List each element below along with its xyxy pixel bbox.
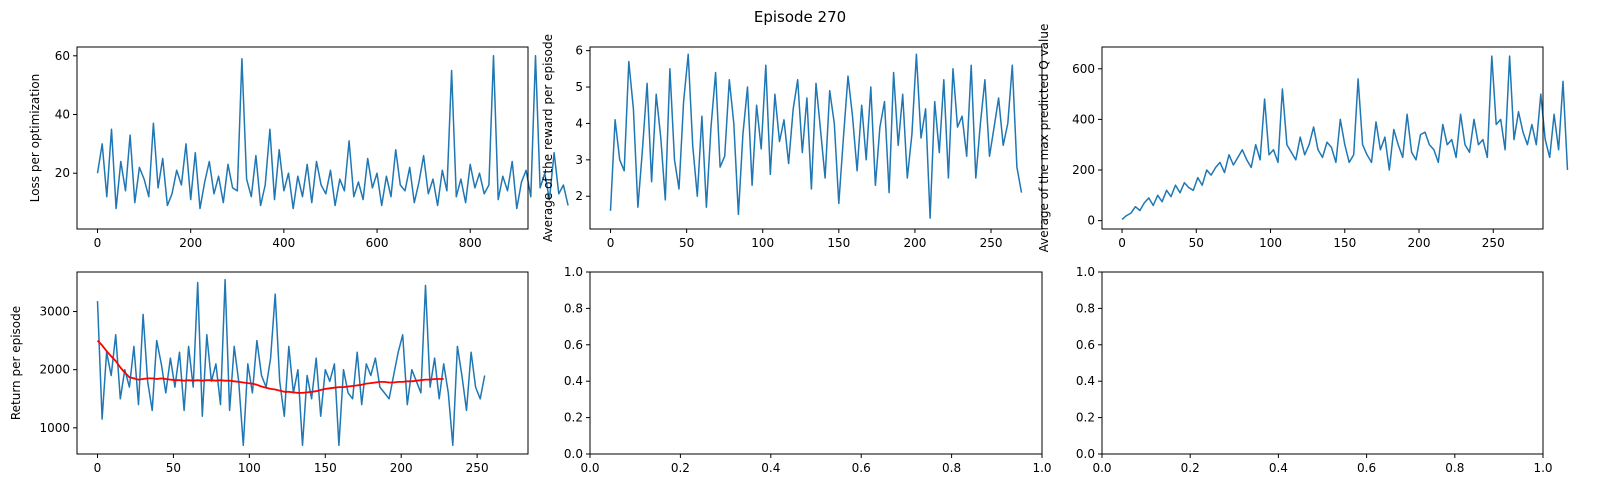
y-tick-label: 2000: [39, 363, 70, 377]
y-tick-label: 0.2: [564, 411, 583, 425]
x-tick-label: 100: [751, 236, 774, 250]
y-tick-label: 0.8: [1076, 301, 1095, 315]
x-tick-label: 0.0: [580, 461, 599, 475]
y-tick-label: 0.0: [564, 447, 583, 461]
subplot-2: 0 50 100 150 200 250 2 3 4 5 6 Average of the rewar…: [541, 34, 1043, 250]
axes-frame: [589, 46, 1043, 230]
y-tick-label: 0.2: [1076, 411, 1095, 425]
y-axis-label: Loss per optimization: [28, 74, 42, 203]
x-tick-label: 150: [827, 236, 850, 250]
y-tick-label: 1.0: [1076, 265, 1095, 279]
y-tick-label: 0.4: [1076, 374, 1095, 388]
x-tick-label: 50: [1189, 236, 1204, 250]
x-tick-label: 0.6: [852, 461, 871, 475]
x-tick-label: 100: [1259, 236, 1282, 250]
x-tick-label: 0: [94, 236, 102, 250]
y-tick-label: 40: [55, 108, 70, 122]
x-tick-label: 50: [166, 461, 181, 475]
y-tick-label: 0: [1087, 214, 1095, 228]
x-tick-label: 800: [459, 236, 482, 250]
series-line-1: [1121, 55, 1569, 220]
x-tick-label: 250: [466, 461, 489, 475]
series-line-2: [96, 339, 444, 394]
x-tick-label: 250: [1482, 236, 1505, 250]
x-tick-label: 0.6: [1357, 461, 1376, 475]
x-tick-label: 0.2: [1181, 461, 1200, 475]
y-axis-label: Average of the reward per episode: [541, 34, 555, 242]
y-tick-label: 5: [575, 80, 583, 94]
x-tick-label: 200: [1408, 236, 1431, 250]
subplot-1: 0 200 400 600 800 20 40 60 Loss per optimization: [28, 46, 569, 250]
axes-frame: [76, 46, 529, 230]
x-tick-label: 200: [903, 236, 926, 250]
x-tick-label: 1.0: [1032, 461, 1051, 475]
axes-frame: [76, 271, 529, 455]
series-line-1: [609, 53, 1023, 219]
x-tick-label: 0.4: [761, 461, 780, 475]
x-tick-label: 0: [607, 236, 615, 250]
x-tick-label: 0: [1118, 236, 1126, 250]
series-line-1: [96, 278, 486, 447]
subplot-3: 0 50 100 150 200 250 0 200 400 600 Average of the …: [1037, 24, 1569, 253]
axes-frame: [589, 271, 1043, 455]
y-tick-label: 60: [55, 49, 70, 63]
y-tick-label: 0.4: [564, 374, 583, 388]
x-tick-label: 250: [980, 236, 1003, 250]
subplot-5: 0.0 0.2 0.4 0.6 0.8 1.0 0.0 0.2 0.4 0.6 0.8 1.0: [564, 265, 1052, 475]
x-tick-label: 150: [314, 461, 337, 475]
y-tick-label: 600: [1072, 62, 1095, 76]
y-tick-label: 0.8: [564, 301, 583, 315]
y-tick-label: 1.0: [564, 265, 583, 279]
x-tick-label: 100: [238, 461, 261, 475]
x-tick-label: 50: [679, 236, 694, 250]
x-tick-label: 0.8: [1445, 461, 1464, 475]
x-tick-label: 0.2: [671, 461, 690, 475]
x-tick-label: 600: [366, 236, 389, 250]
y-axis-label: Average of the max predicted Q value: [1037, 24, 1051, 253]
x-tick-label: 0.8: [942, 461, 961, 475]
axes-frame: [1101, 271, 1544, 455]
y-tick-label: 20: [55, 166, 70, 180]
series-line-1: [96, 55, 569, 210]
axes-frame: [1101, 46, 1544, 230]
x-tick-label: 0.0: [1092, 461, 1111, 475]
y-tick-label: 0.6: [1076, 338, 1095, 352]
x-tick-label: 0.4: [1269, 461, 1288, 475]
x-tick-label: 400: [272, 236, 295, 250]
x-tick-label: 200: [390, 461, 413, 475]
y-tick-label: 400: [1072, 112, 1095, 126]
y-tick-label: 0.0: [1076, 447, 1095, 461]
y-axis-label: Return per episode: [9, 306, 23, 420]
subplot-6: 0.0 0.2 0.4 0.6 0.8 1.0 0.0 0.2 0.4 0.6 0.8 1.0: [1076, 265, 1553, 475]
y-tick-label: 3000: [39, 305, 70, 319]
y-tick-label: 0.6: [564, 338, 583, 352]
y-tick-label: 1000: [39, 421, 70, 435]
subplot-4: 0 50 100 150 200 250 1000 2000 3000 Return per ep…: [9, 271, 529, 475]
x-tick-label: 0: [94, 461, 102, 475]
y-tick-label: 2: [575, 189, 583, 203]
x-tick-label: 200: [179, 236, 202, 250]
x-tick-label: 150: [1333, 236, 1356, 250]
y-tick-label: 4: [575, 116, 583, 130]
figure-title: Episode 270: [753, 8, 847, 26]
y-tick-label: 3: [575, 153, 583, 167]
y-tick-label: 200: [1072, 163, 1095, 177]
y-tick-label: 6: [575, 44, 583, 58]
x-tick-label: 1.0: [1533, 461, 1552, 475]
